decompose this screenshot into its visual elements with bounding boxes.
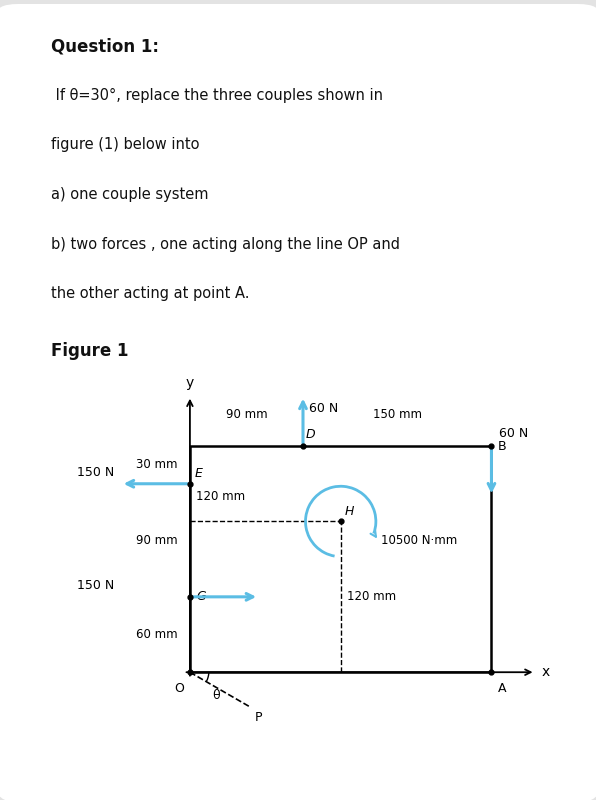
Text: A: A [498, 682, 506, 695]
Text: 60 N: 60 N [499, 426, 528, 440]
Text: 150 mm: 150 mm [372, 408, 422, 421]
Text: E: E [195, 467, 203, 480]
Text: 90 mm: 90 mm [226, 408, 267, 421]
Text: y: y [186, 375, 194, 390]
Text: G: G [196, 590, 206, 603]
Text: D: D [306, 428, 315, 441]
Text: 150 N: 150 N [77, 466, 114, 478]
Text: H: H [344, 505, 354, 518]
Text: b) two forces , one acting along the line OP and: b) two forces , one acting along the lin… [51, 237, 401, 251]
Text: 60 N: 60 N [309, 402, 339, 415]
Text: 120 mm: 120 mm [196, 490, 246, 503]
Text: 120 mm: 120 mm [347, 590, 396, 603]
Text: 150 N: 150 N [77, 579, 114, 592]
Text: P: P [254, 710, 262, 723]
FancyBboxPatch shape [0, 4, 596, 328]
Text: 60 mm: 60 mm [136, 628, 178, 641]
Text: figure (1) below into: figure (1) below into [51, 138, 200, 153]
Text: 30 mm: 30 mm [136, 458, 178, 471]
Text: Figure 1: Figure 1 [51, 342, 129, 360]
Text: x: x [542, 666, 550, 679]
Text: 10500 N·mm: 10500 N·mm [381, 534, 457, 547]
Text: Question 1:: Question 1: [51, 37, 160, 55]
Text: B: B [498, 439, 507, 453]
Text: 90 mm: 90 mm [136, 534, 178, 546]
Text: If θ=30°, replace the three couples shown in: If θ=30°, replace the three couples show… [51, 88, 383, 103]
Text: a) one couple system: a) one couple system [51, 187, 209, 202]
Text: the other acting at point A.: the other acting at point A. [51, 286, 250, 301]
Text: O: O [174, 682, 184, 695]
FancyBboxPatch shape [0, 310, 596, 800]
Text: θ: θ [213, 689, 220, 702]
